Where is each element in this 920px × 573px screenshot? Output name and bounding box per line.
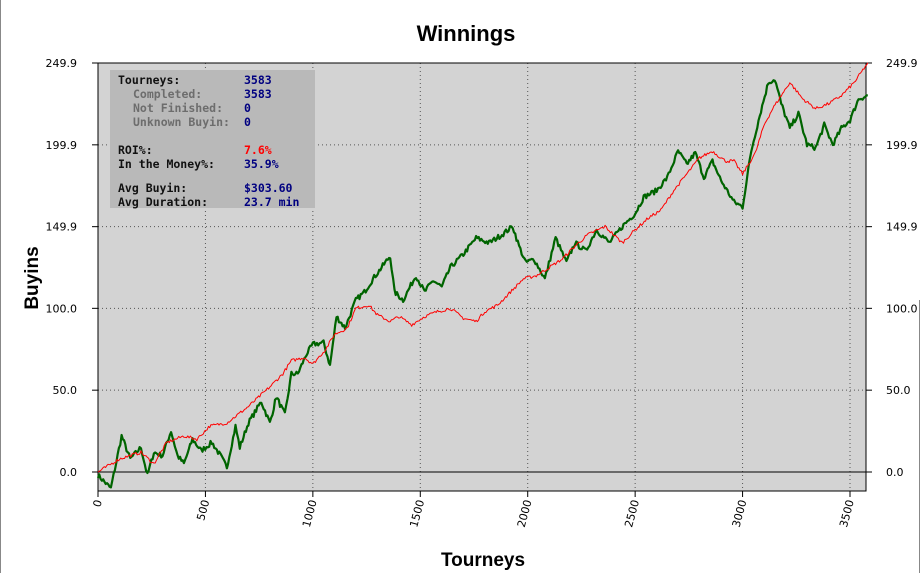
x-tick-label: 500 [194, 498, 212, 522]
x-axis-label: Tourneys [441, 550, 525, 571]
stat-label: Avg Buyin: [118, 181, 188, 195]
series-line-red [97, 62, 869, 473]
x-tick-label: 2500 [622, 498, 642, 528]
stat-label: Avg Duration: [118, 195, 209, 209]
y-tick-label-left: 149.9 [46, 221, 78, 234]
stat-value: 0 [244, 101, 251, 115]
stat-value: $303.60 [244, 181, 293, 195]
stat-value: 23.7 min [244, 195, 300, 209]
y-tick-label-right: 50.0 [886, 384, 911, 397]
chart-title: Winnings [417, 21, 516, 46]
y-tick-label-left: 100.0 [46, 302, 78, 315]
stats-box: Tourneys: 3583 Completed: 3583 Not Finishe… [110, 70, 315, 209]
y-tick-label-right: 149.9 [886, 221, 918, 234]
stat-row-itm: In the Money%: 35.9% [118, 157, 279, 171]
y-tick-label-right: 199.9 [886, 139, 918, 152]
x-tick-label: 3000 [730, 498, 750, 528]
stat-value: 7.6% [244, 143, 272, 157]
stat-row-tourneys: Tourneys: 3583 [118, 73, 272, 87]
y-axis-label: Buyins [22, 246, 43, 309]
stat-row-unknown-buyin: Unknown Buyin: 0 [118, 115, 251, 129]
stat-value: 35.9% [244, 157, 279, 171]
x-tick-label: 2000 [515, 498, 535, 528]
stat-row-roi: ROI%: 7.6% [118, 143, 272, 157]
stat-label: In the Money%: [118, 157, 215, 171]
stat-label: Completed: [133, 87, 203, 101]
x-tick-label: 0 [91, 498, 105, 508]
stat-value: 3583 [244, 87, 272, 101]
stat-row-avg-duration: Avg Duration: 23.7 min [118, 195, 299, 209]
plot-frame [97, 62, 867, 492]
x-tick-label: 1000 [300, 498, 320, 528]
stat-label: Unknown Buyin: [133, 115, 230, 129]
stat-value: 3583 [244, 73, 272, 87]
x-tick-label: 1500 [407, 498, 427, 528]
stat-label: ROI%: [118, 143, 153, 157]
y-tick-label-left: 50.0 [53, 384, 78, 397]
y-tick-label-right: 100.0 [886, 302, 918, 315]
stat-row-avg-buyin: Avg Buyin: $303.60 [118, 181, 292, 195]
y-tick-label-left: 199.9 [46, 139, 78, 152]
stat-label: Not Finished: [133, 101, 224, 115]
stat-row-not-finished: Not Finished: 0 [118, 101, 251, 115]
y-tick-label-left: 249.9 [46, 57, 78, 70]
stat-value: 0 [244, 115, 251, 129]
y-tick-label-right: 249.9 [886, 57, 918, 70]
stat-row-completed: Completed: 3583 [118, 87, 272, 101]
stat-label: Tourneys: [118, 73, 181, 87]
y-tick-label-right: 0.0 [886, 466, 904, 479]
x-tick-label: 3500 [837, 498, 857, 528]
series-line-green [96, 79, 869, 489]
y-tick-label-left: 0.0 [60, 466, 78, 479]
